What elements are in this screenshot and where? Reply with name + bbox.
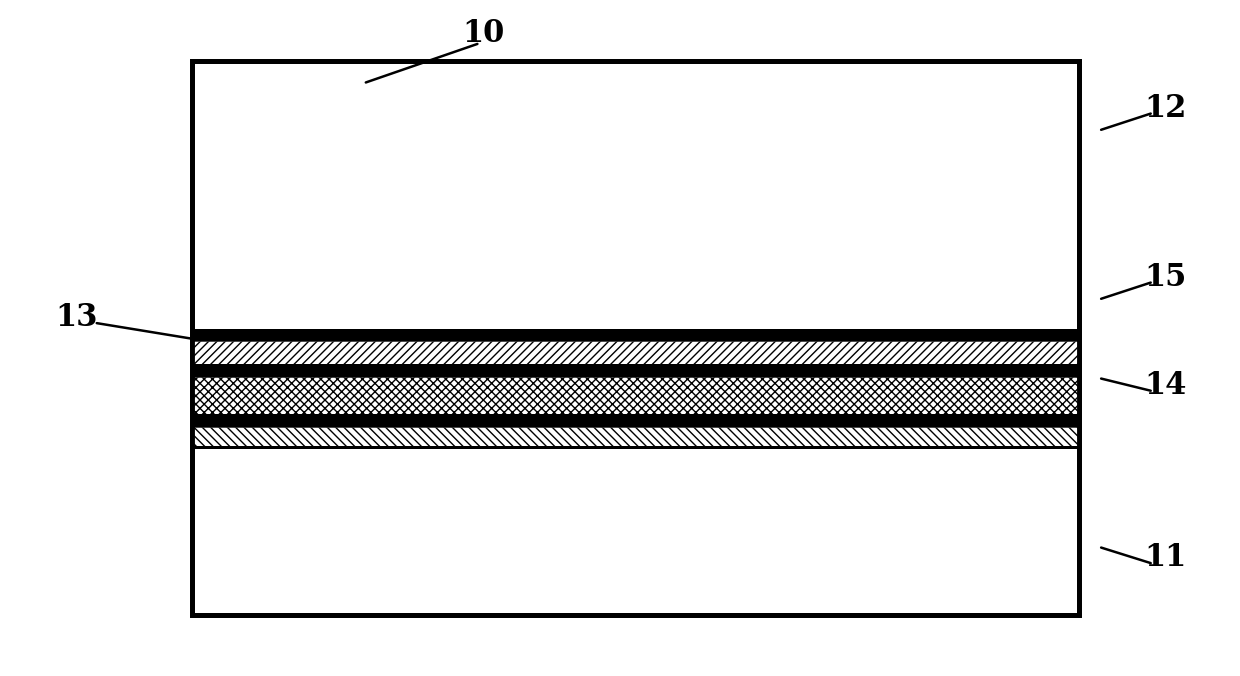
Bar: [192, 414, 1079, 427]
Text: 11: 11: [1145, 542, 1187, 573]
Bar: [192, 427, 1079, 446]
Text: 10: 10: [463, 18, 505, 49]
Text: 12: 12: [1145, 93, 1187, 124]
Text: 15: 15: [1145, 262, 1187, 293]
Bar: [192, 377, 1079, 414]
Bar: [192, 446, 1079, 449]
Bar: [192, 61, 1079, 615]
Bar: [192, 329, 1079, 341]
Text: 14: 14: [1145, 370, 1187, 401]
Bar: [192, 341, 1079, 364]
Bar: [192, 364, 1079, 377]
Bar: [192, 61, 1079, 615]
Text: 13: 13: [56, 302, 98, 333]
